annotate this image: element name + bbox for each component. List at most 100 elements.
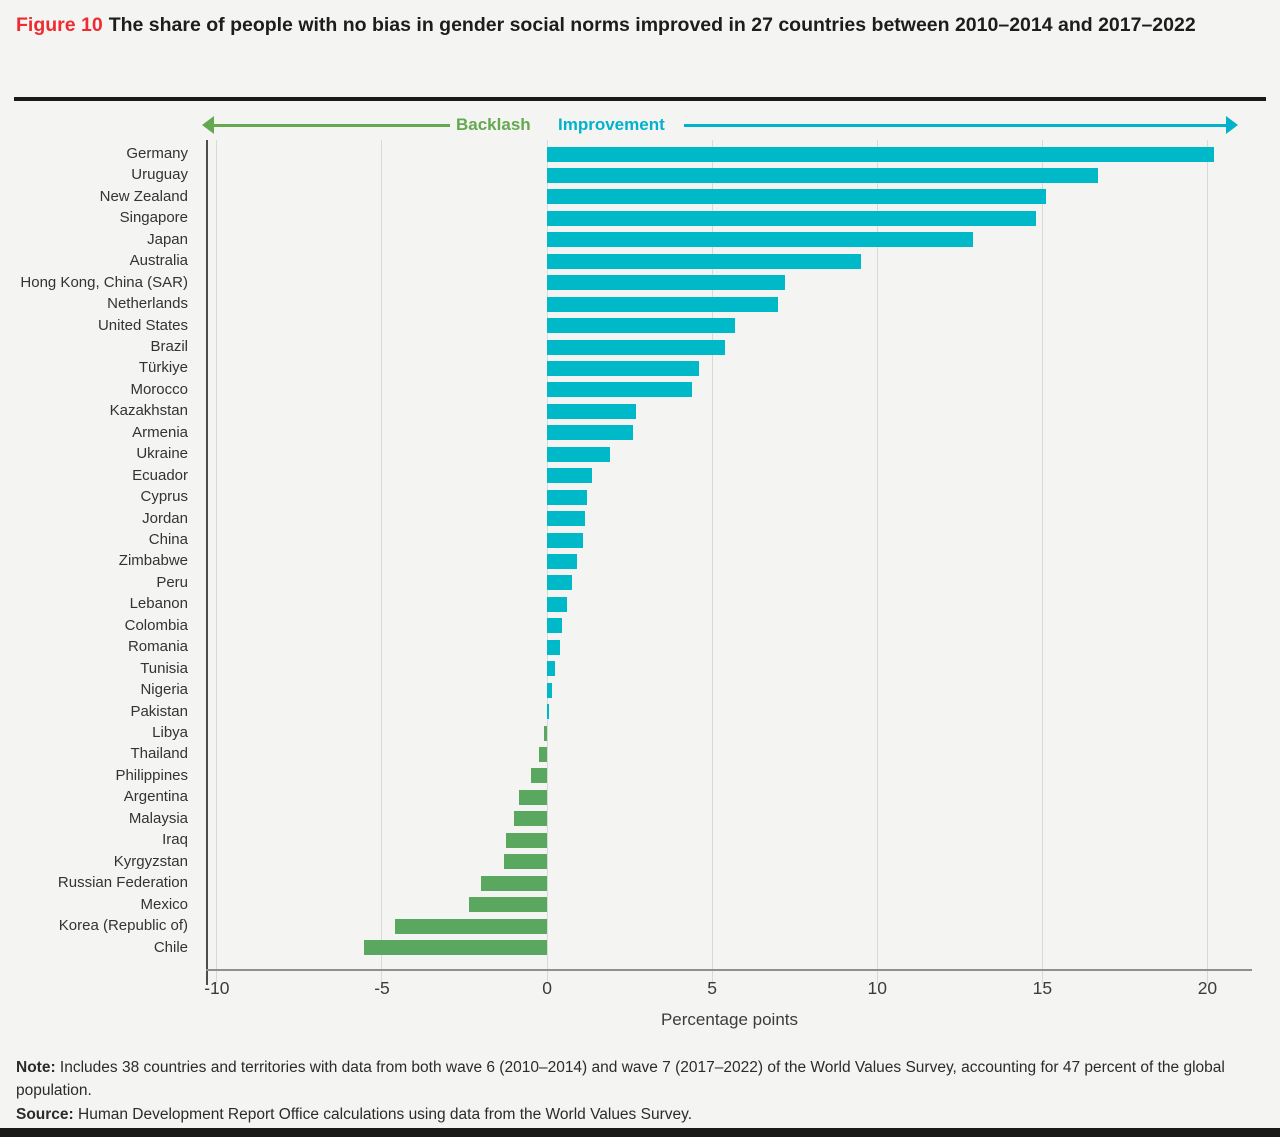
source-label: Source:	[16, 1105, 74, 1123]
country-bar	[547, 403, 637, 419]
country-label: Türkiye	[138, 359, 188, 377]
figure-title: Figure 10 The share of people with no bia…	[16, 8, 1260, 42]
note-label: Note:	[16, 1059, 56, 1076]
country-label: Morocco	[130, 380, 188, 398]
country-label: Romania	[127, 638, 188, 656]
country-label: Iraq	[162, 831, 188, 849]
country-bar	[469, 897, 548, 913]
country-bar	[547, 360, 699, 376]
country-label: Uruguay	[131, 166, 188, 184]
country-label: Germany	[126, 145, 188, 162]
country-bar	[547, 275, 785, 291]
gridline	[216, 140, 218, 984]
country-bar	[547, 532, 584, 548]
gridline	[1206, 140, 1208, 984]
gridline	[381, 140, 383, 984]
country-bar	[363, 940, 548, 955]
country-label: Philippines	[115, 766, 188, 784]
country-bar	[547, 489, 587, 505]
country-bar	[538, 746, 548, 762]
country-label: Lebanon	[129, 595, 188, 613]
country-bar	[547, 339, 726, 355]
gridline	[711, 140, 713, 984]
country-bar	[547, 575, 572, 591]
x-tick-label: 0	[542, 978, 552, 998]
country-label: Zimbabwe	[118, 552, 188, 570]
country-label: Libya	[152, 724, 188, 742]
country-label: Kyrgyzstan	[113, 852, 188, 870]
top-divider	[14, 97, 1266, 101]
bottom-divider	[0, 1128, 1280, 1137]
country-bar	[543, 725, 548, 741]
country-bar	[547, 618, 562, 634]
y-axis-line	[206, 140, 208, 985]
note-text: Includes 38 countries and territories wi…	[16, 1059, 1225, 1100]
plot-area	[207, 140, 1252, 984]
country-labels: Germany Uruguay New Zealand Singapore Japan A…	[0, 0, 188, 1137]
country-bar	[547, 189, 1046, 205]
country-bar	[547, 596, 567, 612]
country-label: Peru	[156, 573, 188, 591]
x-tick-label: 15	[1032, 978, 1053, 998]
direction-annotation-row: Backlash Improvement	[0, 112, 1280, 140]
country-bar	[547, 446, 610, 462]
x-tick-label: -10	[204, 978, 230, 998]
country-bar	[504, 854, 548, 870]
country-label: Chile	[153, 938, 188, 956]
country-label: Malaysia	[128, 809, 188, 827]
country-bar	[547, 253, 861, 269]
country-label: Jordan	[142, 509, 188, 527]
source-text: Human Development Report Office calculat…	[73, 1105, 693, 1123]
country-bar	[547, 704, 549, 720]
country-bar	[505, 832, 548, 848]
country-label: Ukraine	[136, 445, 188, 463]
country-bar	[547, 296, 779, 312]
country-bar	[547, 639, 561, 655]
country-bar	[547, 167, 1099, 183]
x-tick-label: 20	[1197, 978, 1218, 998]
gridline	[876, 140, 878, 984]
x-tick-label: -5	[374, 978, 390, 998]
country-bar	[514, 811, 548, 827]
figure-number-label: Figure 10	[16, 14, 103, 36]
country-label: United States	[97, 316, 188, 334]
backlash-arrow-line	[213, 124, 450, 127]
country-bar	[547, 511, 586, 527]
country-bar	[547, 318, 736, 334]
country-label: Argentina	[123, 788, 188, 806]
country-bar	[547, 682, 553, 698]
country-label: Pakistan	[130, 702, 188, 720]
country-bar	[547, 661, 556, 677]
country-label: Kazakhstan	[109, 402, 188, 420]
improvement-arrow-right-icon	[1226, 116, 1238, 134]
country-label: Nigeria	[140, 681, 188, 699]
figure-title-text: The share of people with no bias in gend…	[108, 14, 1196, 36]
x-axis-title: Percentage points	[660, 1010, 799, 1029]
country-bar	[481, 875, 548, 891]
country-label: China	[148, 531, 188, 549]
country-label: Brazil	[150, 338, 188, 355]
country-bar	[530, 768, 548, 784]
x-tick-label: 5	[707, 978, 718, 998]
country-label: Tunisia	[140, 659, 188, 677]
country-bar	[547, 210, 1036, 226]
footer-notes: Note: Includes 38 countries and territor…	[16, 1056, 1266, 1126]
x-tick-label: 10	[867, 978, 887, 998]
country-label: Colombia	[124, 616, 188, 634]
country-label: Ecuador	[132, 466, 188, 484]
x-axis-line	[206, 969, 1252, 971]
country-label: Japan	[147, 230, 188, 248]
country-bar	[547, 382, 693, 398]
country-label: New Zealand	[99, 187, 188, 205]
source-line: Source: Human Development Report Office …	[16, 1103, 1266, 1126]
note-line: Note: Includes 38 countries and territor…	[16, 1056, 1266, 1103]
improvement-arrow-line	[684, 124, 1227, 127]
country-label: Singapore	[119, 209, 188, 227]
country-bar	[547, 425, 633, 441]
country-label: Russian Federation	[57, 874, 188, 892]
country-label: Australia	[129, 252, 188, 270]
country-bar	[519, 789, 548, 805]
country-label: Cyprus	[140, 488, 188, 506]
backlash-label: Backlash	[456, 115, 531, 134]
